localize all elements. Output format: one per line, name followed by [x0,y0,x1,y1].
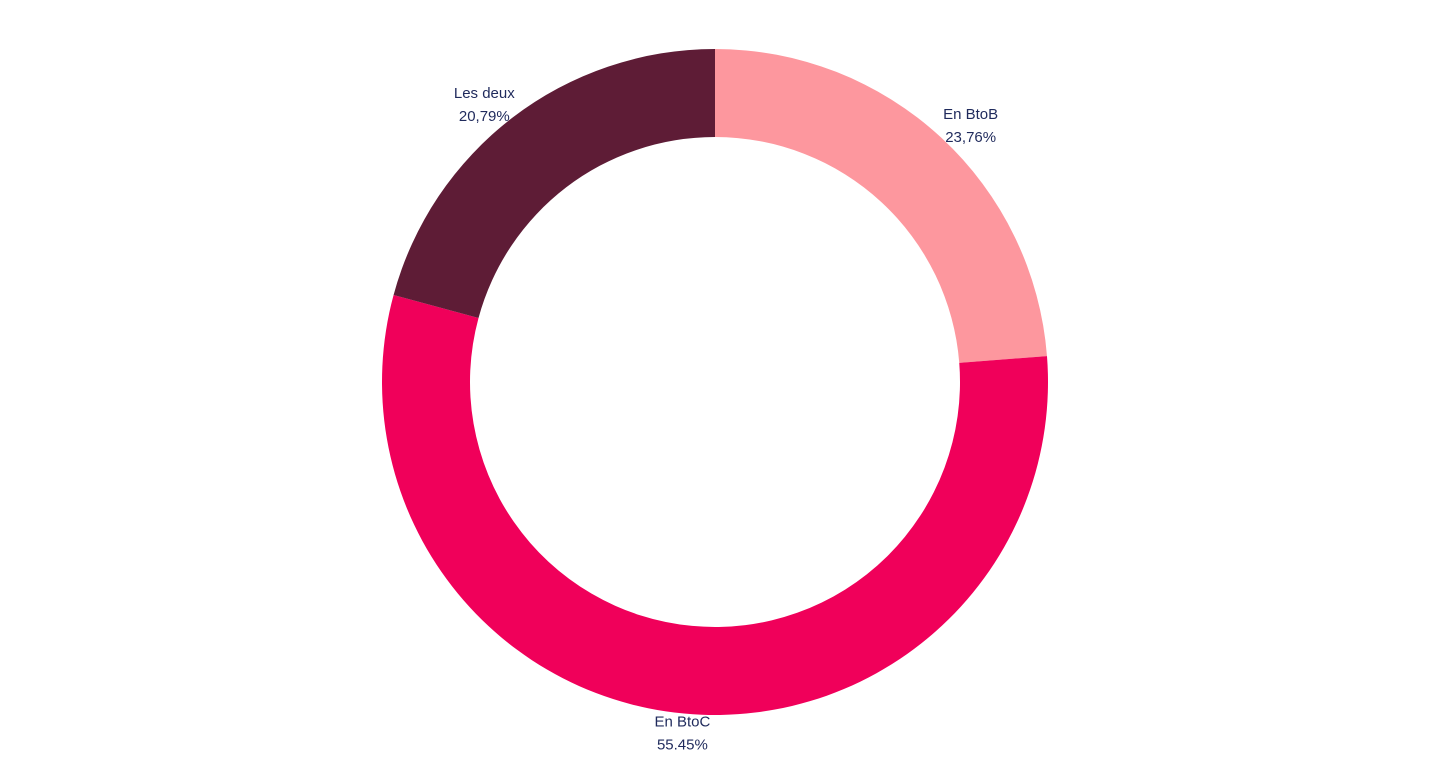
slice-les-deux [393,49,715,318]
slice-category-label: Les deux [454,85,515,102]
slice-percent-label: 23,76% [945,129,996,146]
slice-category-label: En BtoC [654,713,710,730]
slice-label-les-deux: Les deux 20,79% [454,85,515,125]
slice-percent-label: 55.45% [657,736,708,753]
slice-percent-label: 20,79% [459,108,510,125]
slice-category-label: En BtoB [943,106,998,123]
labels-group: En BtoB 23,76% En BtoC 55.45% Les deux 20,79% [454,85,998,753]
slice-label-en-btob: En BtoB 23,76% [943,106,998,146]
slice-en-btoc [382,294,1048,715]
slice-en-btob [715,49,1047,363]
slice-label-en-btoc: En BtoC 55.45% [654,713,710,753]
slices-group [382,49,1048,715]
